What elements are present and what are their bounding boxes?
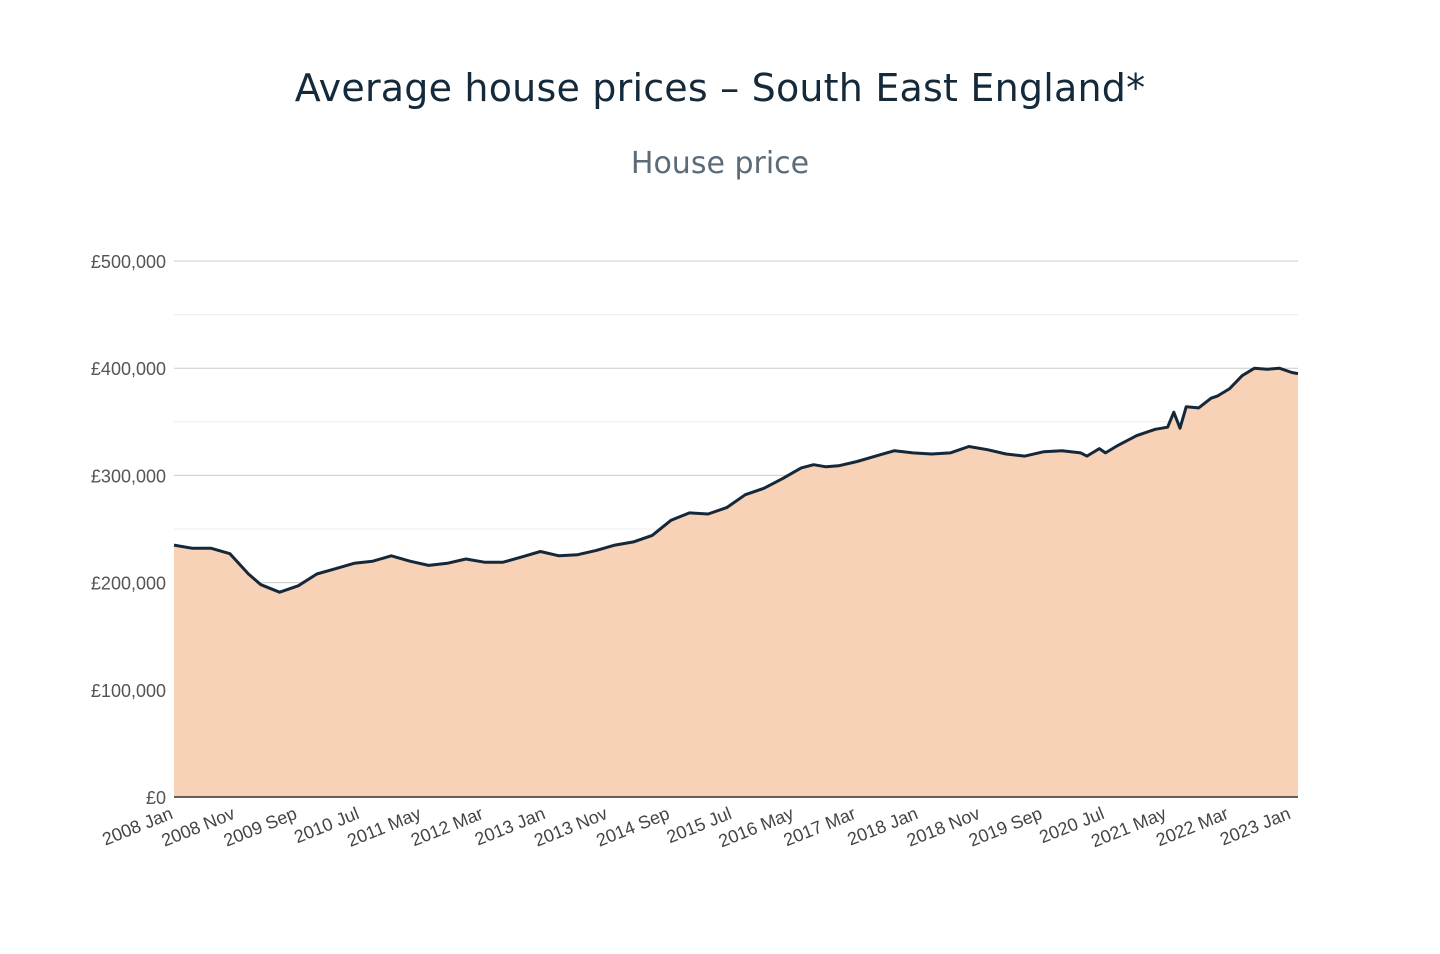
y-axis-ticks: £0 £100,000 £200,000 £300,000 £400,000 £500,0… — [91, 252, 166, 808]
x-tick-label: 2017 Mar — [781, 803, 859, 850]
chart-title: Average house prices – South East Englan… — [294, 66, 1146, 110]
x-tick-label: 2023 Jan — [1217, 803, 1293, 849]
x-tick-label: 2022 Mar — [1153, 803, 1231, 850]
x-tick-label: 2012 Mar — [408, 803, 486, 850]
price-area — [174, 368, 1298, 797]
chart-subtitle: House price — [630, 146, 810, 181]
y-tick-label: £200,000 — [91, 574, 166, 594]
y-tick-label: £500,000 — [91, 252, 166, 272]
y-tick-label: £100,000 — [91, 681, 166, 701]
price-line — [173, 366, 1299, 594]
y-tick-label: £300,000 — [91, 466, 166, 486]
y-tick-label: £0 — [146, 788, 166, 808]
y-tick-label: £400,000 — [91, 359, 166, 379]
